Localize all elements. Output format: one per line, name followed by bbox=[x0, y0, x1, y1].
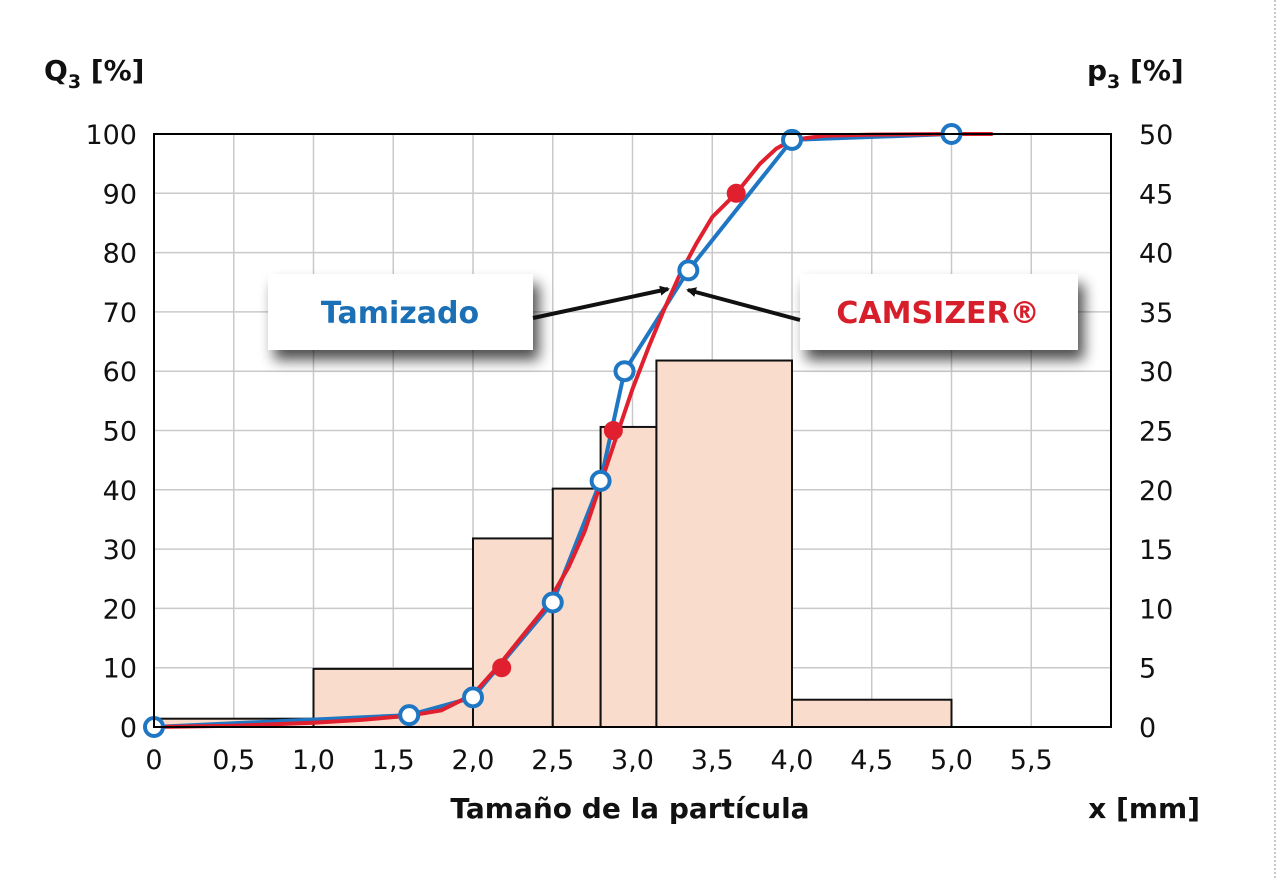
right-tick-label: 5 bbox=[1139, 654, 1156, 685]
left-tick-label: 10 bbox=[103, 654, 137, 685]
camsizer-point bbox=[603, 421, 623, 440]
camsizer-point bbox=[726, 183, 746, 203]
right-tick-label: 30 bbox=[1139, 357, 1173, 388]
plot-frame bbox=[153, 133, 1112, 728]
left-axis-ticks: 0 10 20 30 40 50 60 70 80 90 100 bbox=[85, 120, 137, 744]
x-tick-label: 2,0 bbox=[452, 745, 495, 776]
histogram-bar bbox=[791, 698, 953, 728]
x-tick-label: 4,5 bbox=[850, 745, 893, 776]
histogram-bar bbox=[655, 359, 793, 728]
left-tick-label: 30 bbox=[103, 535, 137, 566]
x-tick-label: 5,5 bbox=[1010, 745, 1053, 776]
page-edge-dotted bbox=[1272, 0, 1276, 878]
x-tick-label: 1,0 bbox=[292, 745, 335, 776]
arrow-tamizado bbox=[532, 285, 670, 320]
tamizado-point bbox=[541, 591, 564, 614]
x-tick-label: 1,5 bbox=[372, 745, 415, 776]
x-tick-label: 3,5 bbox=[691, 745, 734, 776]
callout-tamizado: Tamizado bbox=[268, 274, 533, 350]
callout-box bbox=[800, 274, 1078, 350]
left-tick-label: 90 bbox=[103, 179, 137, 210]
x-tick-label: 5,0 bbox=[930, 745, 973, 776]
left-tick-label: 50 bbox=[103, 417, 137, 448]
left-tick-label: 100 bbox=[85, 120, 137, 151]
tamizado-point bbox=[613, 360, 636, 383]
camsizer-point bbox=[492, 658, 512, 678]
left-axis-title: Q3 [%] bbox=[44, 54, 144, 93]
x-tick-label: 2,5 bbox=[531, 745, 574, 776]
x-tick-label: 0,5 bbox=[212, 745, 255, 776]
right-tick-label: 40 bbox=[1139, 239, 1173, 270]
left-tick-label: 0 bbox=[120, 713, 137, 744]
right-tick-label: 35 bbox=[1139, 298, 1173, 329]
histogram-bar bbox=[472, 537, 554, 729]
right-tick-label: 45 bbox=[1139, 179, 1173, 210]
tamizado-point bbox=[589, 469, 612, 492]
series-markers bbox=[143, 123, 963, 738]
x-tick-label: 3,0 bbox=[611, 745, 654, 776]
callout-camsizer: CAMSIZER® bbox=[800, 274, 1078, 350]
left-tick-label: 40 bbox=[103, 476, 137, 507]
right-tick-label: 20 bbox=[1139, 476, 1173, 507]
right-tick-label: 15 bbox=[1139, 535, 1173, 566]
x-tick-label: 0 bbox=[145, 745, 162, 776]
callout-tamizado-text: Tamizado bbox=[321, 296, 479, 331]
histogram-bar bbox=[599, 425, 658, 728]
callout-box bbox=[268, 274, 533, 350]
callout-camsizer-text: CAMSIZER® bbox=[836, 296, 1039, 331]
left-tick-label: 20 bbox=[103, 594, 137, 625]
arrow-camsizer bbox=[686, 287, 801, 322]
right-tick-label: 10 bbox=[1139, 594, 1173, 625]
left-tick-label: 80 bbox=[103, 239, 137, 270]
tamizado-point bbox=[781, 128, 803, 151]
x-axis-unit: x [mm] bbox=[1088, 792, 1200, 825]
right-axis-title: p3 [%] bbox=[1087, 54, 1184, 93]
x-axis-ticks: 0 0,5 1,0 1,5 2,0 2,5 3,0 3,5 4,0 4,5 5,0 5,5 bbox=[145, 745, 1052, 776]
x-axis-title: Tamaño de la partícula bbox=[450, 792, 809, 825]
tamizado-point bbox=[462, 686, 484, 709]
left-tick-label: 60 bbox=[103, 357, 137, 388]
x-tick-label: 4,0 bbox=[771, 745, 814, 776]
right-tick-label: 50 bbox=[1139, 120, 1173, 151]
tamizado-point bbox=[677, 259, 700, 282]
left-tick-label: 70 bbox=[103, 298, 137, 329]
tamizado-point bbox=[398, 704, 421, 727]
right-tick-label: 25 bbox=[1139, 417, 1173, 448]
right-axis-ticks: 0 5 10 15 20 25 30 35 40 45 50 bbox=[1139, 120, 1173, 744]
right-tick-label: 0 bbox=[1139, 713, 1156, 744]
